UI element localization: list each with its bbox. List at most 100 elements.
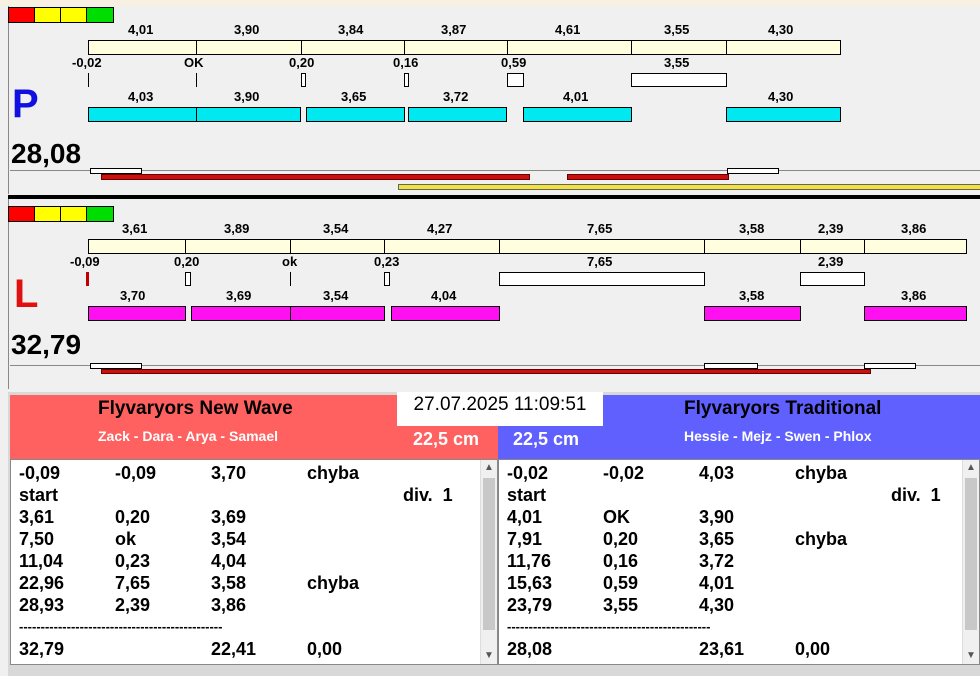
split-label: 7,65 <box>587 221 613 236</box>
team-name: Flyvaryors Traditional <box>684 398 882 419</box>
split-bar <box>704 239 801 254</box>
lane-p-panel <box>8 6 980 194</box>
split-label: 3,84 <box>338 22 364 37</box>
lane-letter: P <box>12 82 39 126</box>
split-label: 3,61 <box>122 221 148 236</box>
split-label: 3,86 <box>901 288 927 303</box>
split-label: 3,86 <box>901 221 927 236</box>
yellow-light <box>61 207 87 221</box>
reaction-label: -0,09 <box>70 254 100 269</box>
lane-p-start-lights <box>8 7 114 23</box>
timeline-box <box>90 363 142 369</box>
timeline-box <box>704 363 758 369</box>
split-bar <box>499 239 705 254</box>
reaction-box <box>185 272 191 286</box>
split-label: 4,04 <box>431 288 457 303</box>
team-left-log[interactable]: -0,09 -0,09 3,70 chyba start div. 1 3,61 0,20… <box>10 459 498 665</box>
swimmer-bar <box>704 306 801 321</box>
reaction-tick-red <box>86 272 89 286</box>
split-label: 3,65 <box>341 89 367 104</box>
split-bar <box>290 239 385 254</box>
split-label: 3,58 <box>739 221 765 236</box>
reaction-box <box>301 73 306 87</box>
split-label: 4,30 <box>768 22 794 37</box>
split-label: 4,03 <box>128 89 154 104</box>
split-label: 3,54 <box>323 221 349 236</box>
reaction-label: 0,16 <box>393 55 419 70</box>
reaction-label: 7,65 <box>587 254 613 269</box>
timeline-box <box>727 168 779 174</box>
scroll-thumb[interactable] <box>483 478 495 630</box>
reaction-label: 0,59 <box>501 55 527 70</box>
swimmer-bar <box>726 107 841 122</box>
split-label: 2,39 <box>818 221 844 236</box>
reaction-label: 0,23 <box>374 254 400 269</box>
split-label: 4,30 <box>768 89 794 104</box>
split-bar <box>631 40 727 55</box>
scrollbar[interactable]: ▲ ▼ <box>962 460 979 664</box>
lane-total: 32,79 <box>11 329 82 360</box>
scroll-thumb[interactable] <box>965 478 977 630</box>
split-bar <box>185 239 291 254</box>
reaction-box <box>384 272 390 286</box>
lane-letter: L <box>14 272 39 316</box>
split-label: 4,61 <box>555 22 581 37</box>
split-bar <box>864 239 967 254</box>
timestamp: 27.07.2025 11:09:51 <box>397 392 603 426</box>
timeline-red <box>101 369 871 374</box>
split-label: 3,69 <box>226 288 252 303</box>
timeline-box <box>90 168 142 174</box>
split-bar <box>88 239 186 254</box>
split-label: 3,58 <box>739 288 765 303</box>
top-strip <box>0 0 980 6</box>
timeline-box <box>864 363 916 369</box>
reaction-box <box>631 73 727 87</box>
scroll-up-icon[interactable]: ▲ <box>966 462 976 473</box>
split-bar <box>301 40 405 55</box>
swimmer-bar <box>88 107 197 122</box>
red-light <box>9 8 35 22</box>
reaction-label: -0,02 <box>72 55 102 70</box>
swimmer-bar <box>191 306 291 321</box>
timeline-line <box>10 170 980 171</box>
swimmer-bar <box>408 107 507 122</box>
scrollbar[interactable]: ▲ ▼ <box>480 460 497 664</box>
split-label: 4,01 <box>563 89 589 104</box>
split-label: 3,87 <box>441 22 467 37</box>
timeline-red <box>567 174 729 180</box>
green-light <box>87 207 113 221</box>
swimmer-bar <box>306 107 405 122</box>
reaction-tick <box>88 73 89 87</box>
team-right-log[interactable]: -0,02 -0,02 4,03 chyba start div. 1 4,01 OK 3,… <box>498 459 980 665</box>
yellow-light <box>61 8 87 22</box>
reaction-box <box>800 272 865 286</box>
lane-divider <box>8 195 980 199</box>
split-bar <box>384 239 500 254</box>
split-label: 3,90 <box>234 89 260 104</box>
split-bar <box>196 40 302 55</box>
reaction-label: 2,39 <box>818 254 844 269</box>
split-label: 4,27 <box>427 221 453 236</box>
reaction-label: 0,20 <box>289 55 315 70</box>
timeline-red <box>101 174 530 180</box>
split-label: 4,01 <box>128 22 154 37</box>
timeline-line <box>10 365 980 366</box>
distance: 22,5 cm <box>413 429 480 449</box>
distance: 22,5 cm <box>513 429 580 449</box>
lane-l-start-lights <box>8 206 114 222</box>
team-name: Flyvaryors New Wave <box>98 398 293 419</box>
reaction-box <box>404 73 409 87</box>
reaction-tick <box>196 73 197 87</box>
split-bar <box>726 40 841 55</box>
reaction-label: 3,55 <box>664 55 690 70</box>
reaction-label: OK <box>184 55 204 70</box>
split-label: 3,89 <box>224 221 250 236</box>
scroll-down-icon[interactable]: ▼ <box>484 650 494 661</box>
swimmer-bar <box>523 107 632 122</box>
scroll-up-icon[interactable]: ▲ <box>484 462 494 473</box>
scroll-down-icon[interactable]: ▼ <box>966 650 976 661</box>
split-label: 3,54 <box>323 288 349 303</box>
reaction-label: ok <box>282 254 298 269</box>
reaction-tick <box>290 272 291 286</box>
split-label: 3,72 <box>443 89 469 104</box>
